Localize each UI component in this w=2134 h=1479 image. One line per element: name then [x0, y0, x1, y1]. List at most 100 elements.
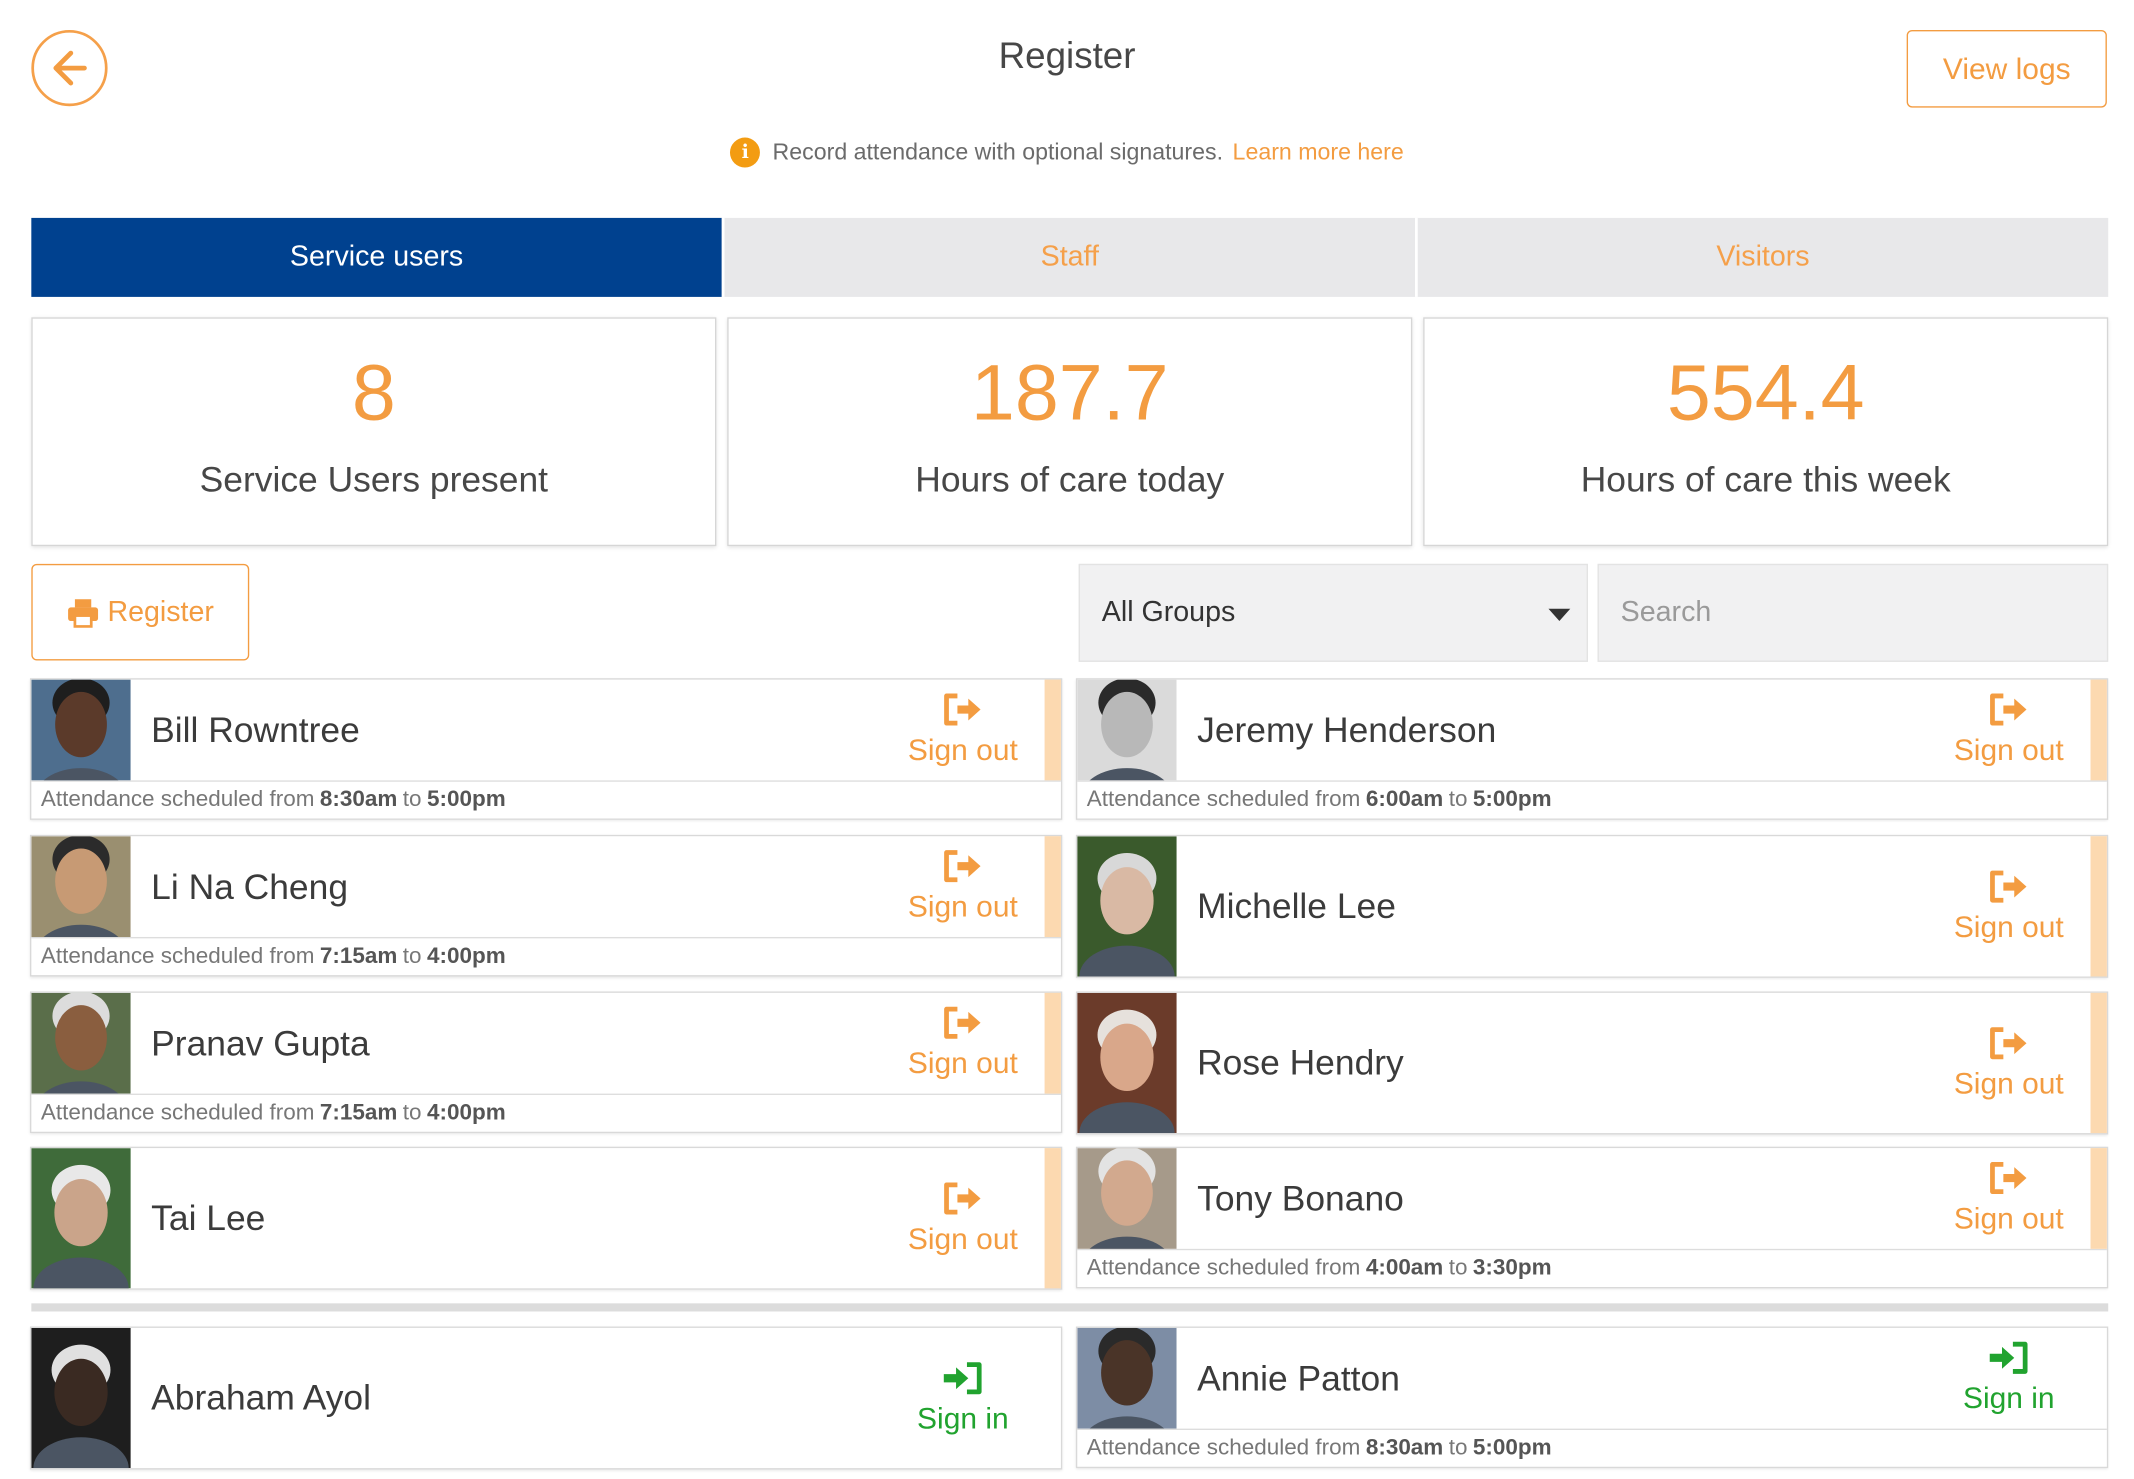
sign-in-button[interactable]: Sign in	[895, 1328, 1031, 1468]
status-stripe	[2090, 679, 2107, 781]
avatar	[1077, 1148, 1177, 1249]
person-card[interactable]: Bill Rowntree Sign out Attendance schedu…	[29, 678, 1063, 820]
person-card[interactable]: Abraham Ayol Sign in	[29, 1326, 1063, 1470]
avatar	[31, 1327, 131, 1469]
schedule-start-time: 6:00am	[1365, 787, 1444, 812]
sign-out-label: Sign out	[907, 1045, 1018, 1080]
print-register-button[interactable]: Register	[31, 563, 250, 661]
sign-in-button[interactable]: Sign in	[1941, 1328, 2077, 1429]
sign-out-button[interactable]: Sign out	[895, 836, 1031, 937]
schedule-prefix: Attendance scheduled from	[1086, 1255, 1361, 1281]
stat-hours-week: 554.4 Hours of care this week	[1423, 317, 2109, 547]
person-name: Rose Hendry	[1197, 1041, 1404, 1083]
sign-out-icon	[1990, 1026, 2027, 1059]
portrait-image	[1077, 1148, 1177, 1249]
schedule-to: to	[402, 787, 422, 812]
learn-more-link[interactable]: Learn more here	[1232, 138, 1404, 165]
portrait-image	[1077, 992, 1177, 1134]
tab-bar: Service users Staff Visitors	[31, 217, 2109, 297]
person-card[interactable]: Michelle Lee Sign out	[1075, 834, 2109, 978]
schedule-start-time: 7:15am	[319, 943, 398, 969]
person-card[interactable]: Pranav Gupta Sign out Attendance schedul…	[29, 991, 1063, 1134]
avatar	[31, 679, 131, 781]
attendance-schedule: Attendance scheduled from 8:30am to 5:00pm	[1077, 1428, 2107, 1467]
person-card[interactable]: Jeremy Henderson Sign out Attendance sch…	[1075, 678, 2109, 820]
schedule-prefix: Attendance scheduled from	[40, 787, 315, 812]
schedule-start-time: 4:00am	[1365, 1255, 1444, 1281]
sign-out-icon	[944, 1006, 981, 1039]
portrait-image	[31, 992, 131, 1094]
avatar	[31, 1148, 131, 1289]
person-card[interactable]: Annie Patton Sign in Attendance schedule…	[1075, 1326, 2109, 1469]
sign-out-icon	[1990, 693, 2027, 726]
status-stripe	[2090, 992, 2107, 1134]
sign-in-label: Sign in	[917, 1400, 1009, 1435]
portrait-image	[31, 679, 131, 781]
sign-out-button[interactable]: Sign out	[895, 993, 1031, 1094]
sign-out-button[interactable]: Sign out	[1941, 993, 2077, 1133]
stat-label: Hours of care today	[915, 458, 1225, 500]
schedule-end-time: 5:00pm	[1472, 787, 1552, 812]
stat-label: Service Users present	[199, 458, 548, 500]
person-name: Li Na Cheng	[151, 865, 349, 907]
person-card[interactable]: Rose Hendry Sign out	[1075, 991, 2109, 1135]
attendance-schedule: Attendance scheduled from 7:15am to 4:00pm	[31, 1093, 1061, 1132]
avatar	[1077, 992, 1177, 1134]
sign-out-label: Sign out	[907, 732, 1018, 767]
sign-out-button[interactable]: Sign out	[1941, 1148, 2077, 1249]
section-divider	[31, 1303, 2109, 1312]
sign-out-button[interactable]: Sign out	[895, 680, 1031, 781]
sign-out-label: Sign out	[907, 1220, 1018, 1255]
schedule-end-time: 3:30pm	[1472, 1255, 1552, 1281]
status-stripe	[1044, 679, 1061, 781]
schedule-to: to	[402, 1100, 422, 1125]
avatar	[31, 836, 131, 937]
schedule-prefix: Attendance scheduled from	[40, 943, 315, 969]
schedule-end-time: 5:00pm	[1472, 1435, 1552, 1460]
stat-hours-today: 187.7 Hours of care today	[727, 317, 1413, 547]
avatar	[1077, 1327, 1177, 1429]
sign-in-icon	[1989, 1341, 2028, 1374]
avatar	[1077, 836, 1177, 977]
schedule-prefix: Attendance scheduled from	[1086, 1435, 1361, 1460]
person-card[interactable]: Tai Lee Sign out	[29, 1146, 1063, 1290]
person-name: Abraham Ayol	[151, 1376, 371, 1418]
group-select[interactable]: All Groups	[1078, 563, 1588, 662]
sign-in-icon	[943, 1361, 982, 1394]
sign-out-button[interactable]: Sign out	[1941, 836, 2077, 976]
back-button[interactable]	[31, 29, 108, 107]
attendance-schedule: Attendance scheduled from 4:00am to 3:30pm	[1077, 1248, 2107, 1287]
person-card[interactable]: Tony Bonano Sign out Attendance schedule…	[1075, 1146, 2109, 1289]
portrait-image	[1077, 679, 1177, 781]
print-register-label: Register	[107, 595, 214, 628]
status-stripe	[1044, 1148, 1061, 1289]
attendance-schedule: Attendance scheduled from 7:15am to 4:00pm	[31, 936, 1061, 975]
schedule-to: to	[1448, 1435, 1468, 1460]
person-card[interactable]: Li Na Cheng Sign out Attendance schedule…	[29, 834, 1063, 977]
search-input[interactable]	[1597, 563, 2109, 662]
stats-row: 8 Service Users present 187.7 Hours of c…	[31, 317, 2109, 547]
sign-out-button[interactable]: Sign out	[895, 1148, 1031, 1288]
schedule-start-time: 7:15am	[319, 1100, 398, 1125]
person-name: Michelle Lee	[1197, 885, 1396, 927]
sign-out-icon	[944, 850, 981, 883]
portrait-image	[31, 1327, 131, 1469]
schedule-to: to	[402, 943, 422, 969]
status-stripe	[2090, 836, 2107, 977]
portrait-image	[1077, 836, 1177, 977]
tab-service-users[interactable]: Service users	[31, 217, 722, 297]
attendance-schedule: Attendance scheduled from 6:00am to 5:00pm	[1077, 780, 2107, 818]
portrait-image	[31, 1148, 131, 1289]
status-stripe	[1044, 836, 1061, 937]
portrait-image	[31, 836, 131, 937]
stat-value: 554.4	[1666, 348, 1865, 438]
tab-visitors[interactable]: Visitors	[1415, 217, 2109, 297]
info-banner: i Record attendance with optional signat…	[0, 137, 2134, 168]
schedule-prefix: Attendance scheduled from	[40, 1100, 315, 1125]
tab-staff[interactable]: Staff	[721, 217, 1416, 297]
person-name: Jeremy Henderson	[1197, 708, 1497, 750]
view-logs-button[interactable]: View logs	[1906, 29, 2107, 108]
sign-out-button[interactable]: Sign out	[1941, 680, 2077, 781]
sign-out-label: Sign out	[907, 889, 1018, 924]
